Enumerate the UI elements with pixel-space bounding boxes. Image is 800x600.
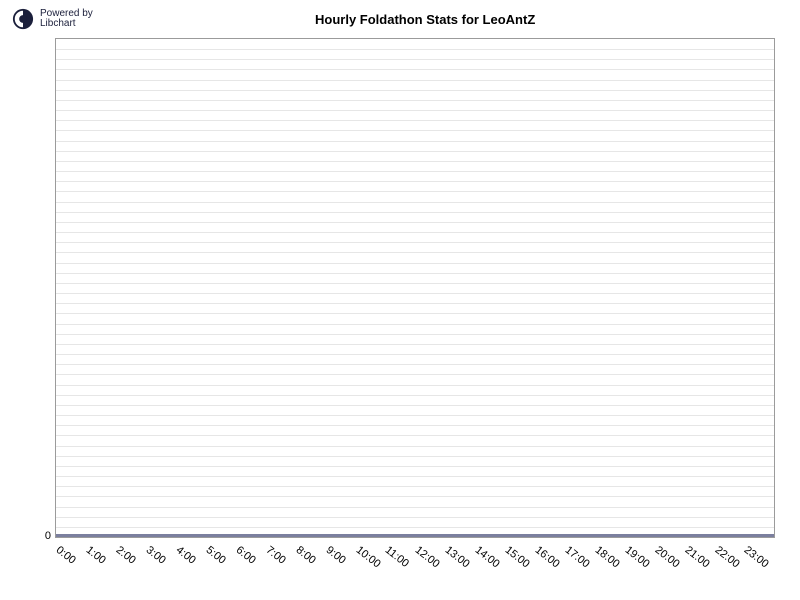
gridline bbox=[56, 212, 774, 213]
gridline bbox=[56, 324, 774, 325]
x-tick-label: 11:00 bbox=[383, 544, 411, 570]
x-tick-label: 10:00 bbox=[353, 544, 382, 570]
x-tick-label: 3:00 bbox=[144, 544, 168, 567]
x-tick-label: 1:00 bbox=[84, 544, 108, 567]
x-tick-label: 4:00 bbox=[174, 544, 198, 567]
x-tick-label: 23:00 bbox=[742, 544, 771, 570]
x-tick-label: 7:00 bbox=[263, 544, 287, 567]
gridline bbox=[56, 527, 774, 528]
x-tick-label: 21:00 bbox=[682, 544, 711, 570]
libchart-logo-icon bbox=[12, 8, 34, 30]
x-tick-label: 20:00 bbox=[652, 544, 681, 570]
gridline bbox=[56, 364, 774, 365]
gridline bbox=[56, 90, 774, 91]
gridline bbox=[56, 120, 774, 121]
gridline bbox=[56, 232, 774, 233]
gridline bbox=[56, 181, 774, 182]
x-tick-label: 13:00 bbox=[443, 544, 472, 570]
gridline bbox=[56, 334, 774, 335]
x-tick-label: 19:00 bbox=[622, 544, 651, 570]
gridline bbox=[56, 252, 774, 253]
gridline bbox=[56, 466, 774, 467]
gridline bbox=[56, 395, 774, 396]
gridline bbox=[56, 496, 774, 497]
gridline bbox=[56, 283, 774, 284]
powered-by-attribution: Powered by Libchart bbox=[12, 8, 93, 30]
gridline bbox=[56, 456, 774, 457]
gridline bbox=[56, 59, 774, 60]
gridline bbox=[56, 405, 774, 406]
chart-canvas: Powered by Libchart Hourly Foldathon Sta… bbox=[0, 0, 800, 600]
gridline bbox=[56, 202, 774, 203]
gridline bbox=[56, 374, 774, 375]
gridline bbox=[56, 425, 774, 426]
gridline bbox=[56, 171, 774, 172]
gridline bbox=[56, 486, 774, 487]
gridline bbox=[56, 161, 774, 162]
gridline bbox=[56, 476, 774, 477]
gridline bbox=[56, 141, 774, 142]
gridline bbox=[56, 293, 774, 294]
gridline bbox=[56, 313, 774, 314]
x-tick-label: 12:00 bbox=[413, 544, 442, 570]
gridline bbox=[56, 242, 774, 243]
gridline bbox=[56, 517, 774, 518]
gridline bbox=[56, 130, 774, 131]
gridline bbox=[56, 415, 774, 416]
x-tick-label: 16:00 bbox=[533, 544, 562, 570]
x-tick-label: 2:00 bbox=[114, 544, 138, 567]
gridline bbox=[56, 273, 774, 274]
gridline bbox=[56, 80, 774, 81]
x-tick-label: 5:00 bbox=[204, 544, 228, 567]
x-tick-label: 6:00 bbox=[233, 544, 257, 567]
gridline bbox=[56, 303, 774, 304]
gridline bbox=[56, 435, 774, 436]
gridline bbox=[56, 354, 774, 355]
y-tick-label: 0 bbox=[21, 530, 51, 542]
gridline bbox=[56, 110, 774, 111]
gridline bbox=[56, 344, 774, 345]
gridline bbox=[56, 222, 774, 223]
x-tick-label: 17:00 bbox=[563, 544, 592, 570]
x-tick-label: 18:00 bbox=[592, 544, 621, 570]
gridline bbox=[56, 100, 774, 101]
gridline bbox=[56, 151, 774, 152]
x-tick-label: 22:00 bbox=[712, 544, 741, 570]
x-tick-label: 9:00 bbox=[323, 544, 347, 567]
x-tick-label: 15:00 bbox=[503, 544, 532, 570]
powered-by-line2: Libchart bbox=[40, 19, 93, 30]
gridline bbox=[56, 69, 774, 70]
gridline bbox=[56, 263, 774, 264]
gridline bbox=[56, 385, 774, 386]
powered-by-text: Powered by Libchart bbox=[40, 9, 93, 30]
baseline-band bbox=[56, 534, 774, 537]
gridline bbox=[56, 49, 774, 50]
x-tick-label: 8:00 bbox=[293, 544, 317, 567]
gridline bbox=[56, 446, 774, 447]
x-tick-label: 14:00 bbox=[473, 544, 502, 570]
plot-area bbox=[56, 39, 774, 537]
gridline bbox=[56, 507, 774, 508]
gridline bbox=[56, 191, 774, 192]
chart-title: Hourly Foldathon Stats for LeoAntZ bbox=[315, 12, 535, 27]
x-tick-label: 0:00 bbox=[54, 544, 78, 567]
